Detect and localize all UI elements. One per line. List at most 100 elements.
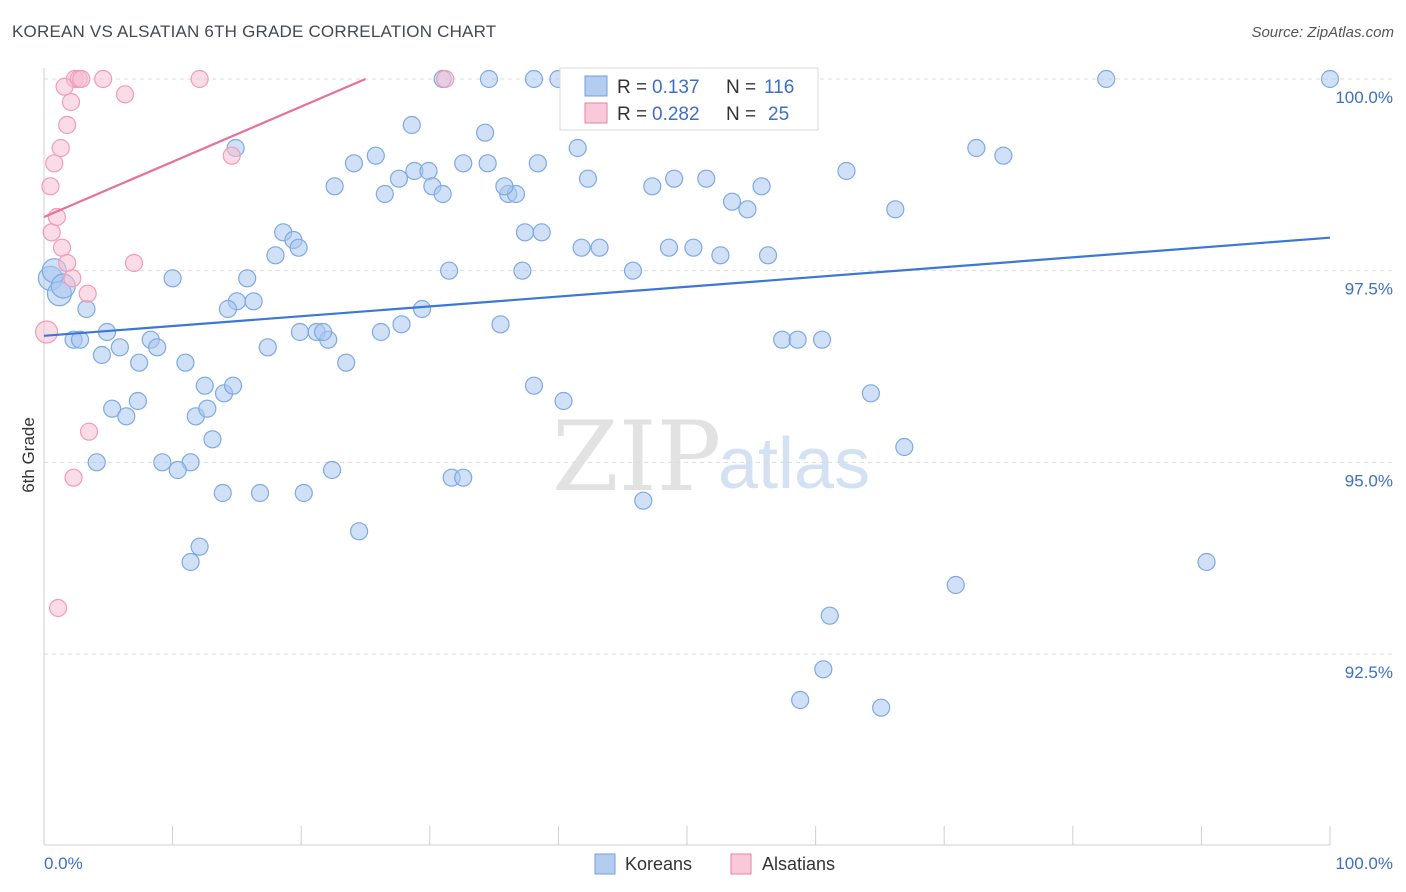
korean-point xyxy=(738,200,757,219)
chart-title: KOREAN VS ALSATIAN 6TH GRADE CORRELATION… xyxy=(12,22,497,41)
alsatian-point xyxy=(436,69,455,89)
korean-point xyxy=(153,453,172,472)
alsatian-point xyxy=(49,598,68,618)
korean-point xyxy=(181,552,200,572)
korean-point xyxy=(190,537,209,556)
korean-point xyxy=(837,161,856,181)
korean-point xyxy=(375,184,394,204)
korean-point xyxy=(198,399,217,418)
korean-point xyxy=(419,161,438,181)
korean-point xyxy=(213,483,232,503)
korean-point xyxy=(148,338,167,357)
korean-point xyxy=(946,575,965,595)
bottom-legend-swatch-koreans xyxy=(594,853,616,875)
korean-point xyxy=(412,299,432,319)
y-tick-label: 92.5% xyxy=(1345,663,1393,682)
korean-point xyxy=(168,460,187,480)
bottom-legend-swatch-alsatians xyxy=(730,853,752,875)
korean-point xyxy=(528,154,547,173)
korean-point xyxy=(313,322,333,342)
alsatian-point xyxy=(51,138,70,158)
correlation-legend: R = 0.137 N = 116 R = 0.282 N = 25 xyxy=(559,67,819,131)
korean-point xyxy=(294,483,313,503)
bottom-legend-alsatians: Alsatians xyxy=(762,854,835,874)
korean-point xyxy=(433,184,452,204)
korean-point xyxy=(92,345,111,365)
alsatian-point xyxy=(79,422,99,441)
korean-point xyxy=(349,522,369,541)
korean-point xyxy=(475,123,495,142)
legend-n-label-alsatians: N = xyxy=(726,104,756,125)
korean-point xyxy=(70,330,90,349)
alsatian-point xyxy=(72,69,91,89)
alsatian-point xyxy=(61,92,81,112)
korean-point xyxy=(861,384,880,403)
alsatian-point xyxy=(64,468,83,487)
legend-r-label-alsatians: R = xyxy=(617,104,647,125)
korean-point xyxy=(895,437,914,457)
korean-point xyxy=(758,246,778,265)
korean-point xyxy=(722,192,742,211)
alsatian-point xyxy=(222,146,241,165)
koreans-points xyxy=(37,69,1340,717)
alsatian-point xyxy=(45,154,64,173)
korean-point xyxy=(524,376,544,395)
korean-point xyxy=(659,238,679,257)
korean-point xyxy=(515,223,535,242)
alsatian-point xyxy=(52,238,72,257)
legend-n-value-alsatians: 25 xyxy=(768,104,789,125)
korean-point xyxy=(572,238,591,257)
korean-point xyxy=(491,315,510,334)
korean-point xyxy=(1197,552,1216,572)
y-tick-label: 95.0% xyxy=(1345,471,1393,490)
alsatian-point xyxy=(58,115,77,135)
korean-point xyxy=(967,138,986,158)
korean-point xyxy=(643,177,662,196)
korean-point xyxy=(773,330,792,349)
koreans-trendline xyxy=(43,236,1331,337)
korean-point xyxy=(454,154,473,173)
korean-point xyxy=(163,269,182,288)
korean-point xyxy=(371,322,391,342)
korean-point xyxy=(110,338,129,357)
alsatian-point xyxy=(42,223,61,242)
korean-point xyxy=(812,330,832,349)
korean-point xyxy=(238,269,257,288)
alsatian-point xyxy=(124,253,144,273)
y-axis-title: 6th Grade xyxy=(19,417,38,493)
korean-point xyxy=(711,246,730,265)
korean-point xyxy=(495,177,514,196)
watermark-zip: ZIP xyxy=(552,401,721,513)
korean-point xyxy=(1097,69,1116,89)
x-tick-label-max: 100.0% xyxy=(1335,854,1393,873)
korean-point xyxy=(103,399,122,418)
korean-point xyxy=(290,322,310,342)
korean-point xyxy=(524,69,544,89)
korean-point xyxy=(87,453,106,472)
legend-n-value-koreans: 116 xyxy=(764,77,794,98)
korean-point xyxy=(218,299,237,319)
source-label: Source: ZipAtlas.com xyxy=(1251,24,1394,41)
korean-point xyxy=(325,177,344,196)
korean-point xyxy=(578,169,598,188)
legend-n-label-koreans: N = xyxy=(726,77,756,98)
watermark-atlas: atlas xyxy=(718,424,870,504)
alsatian-point xyxy=(115,85,135,104)
korean-point xyxy=(266,246,285,265)
y-tick-labels: 92.5% 95.0% 97.5% 100.0% xyxy=(1335,88,1393,682)
korean-point xyxy=(665,169,684,188)
legend-swatch-alsatians xyxy=(584,102,608,124)
korean-point xyxy=(788,330,807,349)
alsatians-points xyxy=(34,69,455,618)
alsatian-point xyxy=(41,177,60,196)
grid-lines xyxy=(44,78,1393,655)
y-tick-label: 100.0% xyxy=(1335,88,1393,107)
korean-point xyxy=(554,391,573,411)
legend-r-label-koreans: R = xyxy=(617,77,647,98)
korean-point xyxy=(1320,69,1340,89)
korean-point xyxy=(77,299,96,319)
korean-point xyxy=(130,353,149,372)
trendlines xyxy=(43,77,1331,337)
korean-point xyxy=(223,376,243,395)
